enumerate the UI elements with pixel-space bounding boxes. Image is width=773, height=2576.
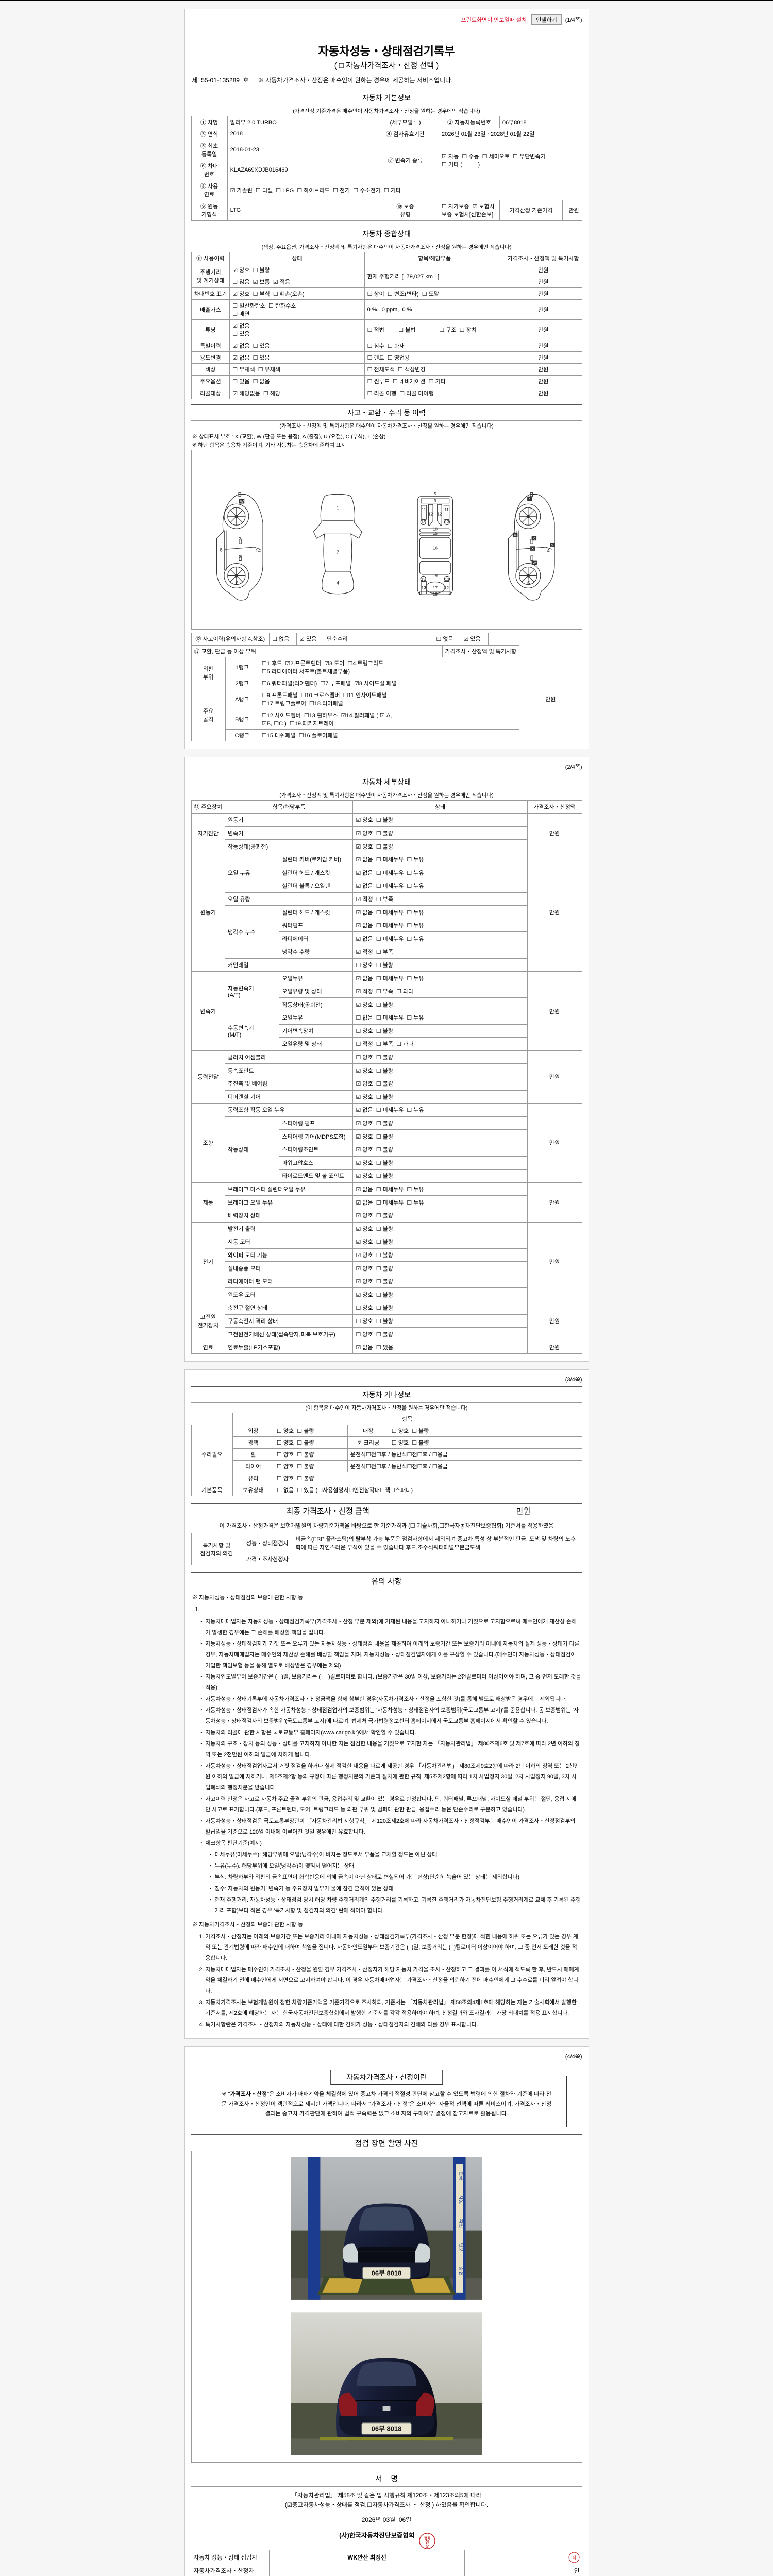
svg-text:4: 4 [547, 548, 549, 553]
svg-text:18: 18 [433, 591, 438, 596]
svg-text:7: 7 [337, 549, 339, 554]
svg-text:자동: 자동 [459, 2195, 464, 2205]
svg-text:W: W [533, 561, 536, 565]
svg-text:X: X [533, 537, 535, 540]
svg-text:10: 10 [433, 527, 438, 531]
svg-text:06부 8018: 06부 8018 [372, 2425, 402, 2433]
svg-text:13: 13 [421, 577, 426, 581]
svg-text:14: 14 [255, 548, 260, 553]
svg-text:3: 3 [239, 553, 241, 559]
svg-text:X: X [551, 544, 553, 547]
svg-text:차진: 차진 [459, 2219, 464, 2228]
svg-text:최: 최 [572, 2555, 576, 2560]
svg-text:19: 19 [433, 573, 438, 578]
svg-text:13: 13 [445, 519, 450, 524]
svg-text:6: 6 [527, 580, 530, 585]
svg-text:5: 5 [434, 492, 436, 496]
svg-text:12: 12 [444, 585, 449, 590]
svg-text:6: 6 [236, 580, 238, 585]
svg-text:증협: 증협 [459, 2267, 464, 2276]
svg-text:15: 15 [433, 531, 438, 536]
svg-text:X: X [528, 497, 531, 501]
svg-text:13: 13 [445, 577, 450, 581]
svg-text:12: 12 [437, 512, 442, 516]
svg-text:장: 장 [426, 2544, 429, 2548]
svg-text:17: 17 [433, 585, 438, 590]
svg-text:9: 9 [434, 498, 436, 503]
svg-text:8: 8 [220, 547, 222, 552]
svg-text:16: 16 [433, 546, 438, 550]
svg-text:단보: 단보 [459, 2243, 464, 2252]
svg-text:W: W [240, 499, 244, 503]
svg-text:X: X [531, 547, 534, 551]
svg-text:3: 3 [239, 536, 241, 541]
svg-text:13: 13 [421, 519, 426, 524]
svg-text:한국: 한국 [459, 2172, 464, 2181]
svg-text:1: 1 [337, 505, 339, 511]
svg-text:11: 11 [422, 507, 426, 512]
svg-text:06부 8018: 06부 8018 [372, 2269, 402, 2277]
svg-text:4: 4 [337, 580, 339, 585]
svg-text:12: 12 [428, 512, 433, 516]
svg-text:11: 11 [444, 507, 449, 512]
svg-text:12: 12 [422, 585, 427, 590]
svg-text:X: X [514, 533, 516, 537]
svg-text:인: 인 [425, 2539, 429, 2545]
